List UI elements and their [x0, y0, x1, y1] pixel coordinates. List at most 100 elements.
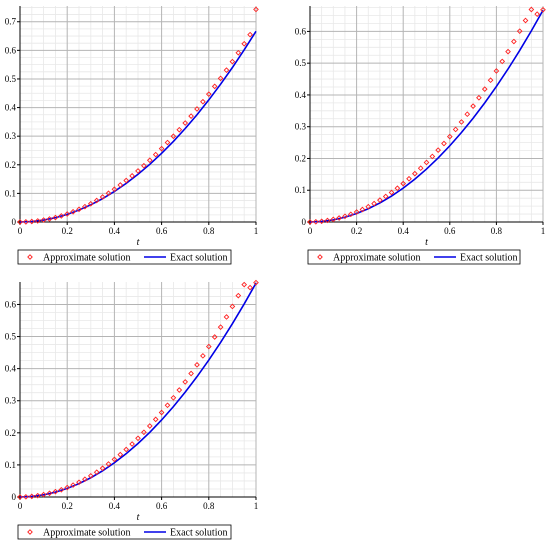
- data-point-approximate-solution: [470, 103, 476, 109]
- data-point-approximate-solution: [99, 194, 106, 200]
- x-tick-label: 0.6: [156, 226, 168, 236]
- data-point-approximate-solution: [188, 370, 194, 377]
- data-point-approximate-solution: [87, 473, 94, 479]
- x-tick-label: 0: [18, 501, 23, 511]
- y-tick-label: 0.2: [295, 153, 306, 163]
- x-tick-label: 0.4: [109, 501, 121, 511]
- data-point-approximate-solution: [23, 219, 29, 225]
- data-point-approximate-solution: [382, 193, 389, 200]
- data-point-approximate-solution: [135, 435, 141, 442]
- data-point-approximate-solution: [123, 177, 130, 184]
- data-point-approximate-solution: [146, 423, 153, 429]
- legend-marker-approximate-solution: [27, 529, 33, 535]
- data-point-approximate-solution: [158, 409, 165, 416]
- grid: [20, 282, 257, 497]
- data-point-approximate-solution: [135, 168, 141, 174]
- grid: [20, 6, 257, 222]
- legend-box: [307, 249, 521, 265]
- chart-panel-2: 0 0.2 0.4 0.6 0.8 100.10.20.30.40.50.6tApprox…: [295, 6, 546, 265]
- data-point-approximate-solution: [152, 416, 159, 423]
- y-tick-label: 0.4: [295, 90, 307, 100]
- data-point-approximate-solution: [464, 111, 471, 118]
- y-tick-label: 0.3: [5, 131, 17, 141]
- data-point-approximate-solution: [229, 303, 236, 310]
- data-point-approximate-solution: [429, 153, 436, 160]
- data-point-approximate-solution: [540, 6, 546, 13]
- data-point-approximate-solution: [58, 486, 65, 493]
- data-point-approximate-solution: [528, 6, 535, 13]
- x-axis-label: t: [137, 512, 140, 523]
- y-tick-label: 0.3: [295, 122, 307, 132]
- data-point-approximate-solution: [82, 476, 88, 483]
- data-point-approximate-solution: [458, 119, 465, 125]
- x-tick-label: 0.4: [398, 226, 410, 236]
- y-tick-label: 0.4: [5, 364, 17, 374]
- data-point-approximate-solution: [377, 197, 383, 203]
- data-point-approximate-solution: [70, 208, 76, 215]
- data-point-approximate-solution: [23, 494, 29, 500]
- data-point-approximate-solution: [400, 180, 407, 187]
- data-point-approximate-solution: [511, 38, 517, 45]
- y-tick-label: 0.7: [5, 17, 17, 27]
- data-point-approximate-solution: [129, 172, 135, 179]
- data-point-approximate-solution: [241, 40, 248, 47]
- data-point-approximate-solution: [353, 209, 360, 215]
- data-point-approximate-solution: [46, 490, 53, 497]
- y-tick-label: 0.6: [295, 26, 307, 36]
- y-tick-label: 0.4: [5, 103, 17, 113]
- y-tick-label: 0.6: [5, 45, 17, 55]
- y-tick-label: 0.5: [5, 332, 17, 342]
- data-point-approximate-solution: [17, 219, 23, 225]
- data-point-approximate-solution: [28, 493, 35, 500]
- data-point-approximate-solution: [493, 68, 500, 74]
- data-point-approximate-solution: [417, 165, 424, 172]
- data-point-approximate-solution: [359, 206, 366, 213]
- data-point-approximate-solution: [235, 49, 242, 56]
- data-point-approximate-solution: [64, 211, 71, 217]
- data-point-approximate-solution: [170, 394, 177, 401]
- x-tick-label: 0.6: [156, 501, 168, 511]
- data-point-approximate-solution: [342, 213, 348, 220]
- data-point-approximate-solution: [476, 94, 482, 101]
- x-axis-label: t: [425, 237, 428, 248]
- data-point-approximate-solution: [105, 190, 112, 197]
- data-point-approximate-solution: [394, 185, 401, 192]
- data-point-approximate-solution: [412, 170, 418, 177]
- y-tick-label: 0.1: [5, 460, 16, 470]
- data-point-approximate-solution: [40, 217, 47, 223]
- legend-label-exact-solution: Exact solution: [170, 528, 228, 539]
- data-point-approximate-solution: [312, 218, 319, 225]
- data-point-approximate-solution: [188, 113, 194, 119]
- data-point-approximate-solution: [481, 86, 488, 92]
- data-point-approximate-solution: [194, 106, 200, 112]
- data-point-approximate-solution: [34, 492, 41, 499]
- data-point-approximate-solution: [388, 189, 395, 196]
- data-point-approximate-solution: [117, 182, 124, 188]
- data-point-approximate-solution: [182, 379, 189, 385]
- data-point-approximate-solution: [141, 162, 147, 169]
- data-point-approximate-solution: [324, 217, 331, 224]
- data-point-approximate-solution: [211, 334, 218, 340]
- data-point-approximate-solution: [499, 58, 506, 65]
- data-point-approximate-solution: [371, 200, 377, 207]
- data-point-approximate-solution: [247, 31, 253, 38]
- data-point-approximate-solution: [247, 284, 253, 291]
- data-point-approximate-solution: [200, 353, 206, 359]
- data-point-approximate-solution: [76, 479, 82, 486]
- data-point-approximate-solution: [423, 159, 430, 166]
- x-tick-label: 0.6: [444, 226, 456, 236]
- series-line-exact-solution: [309, 9, 544, 223]
- data-point-approximate-solution: [93, 197, 100, 204]
- y-tick-label: 0.2: [5, 160, 16, 170]
- data-point-approximate-solution: [176, 387, 183, 393]
- data-point-approximate-solution: [365, 203, 372, 210]
- data-point-approximate-solution: [76, 206, 82, 213]
- data-point-approximate-solution: [505, 48, 511, 55]
- data-point-approximate-solution: [217, 324, 224, 330]
- y-tick-label: 0.5: [295, 58, 307, 68]
- y-tick-label: 0: [302, 217, 307, 227]
- legend-marker-approximate-solution: [27, 254, 33, 260]
- x-tick-label: 0.4: [109, 226, 121, 236]
- x-tick-label: 0.8: [203, 226, 215, 236]
